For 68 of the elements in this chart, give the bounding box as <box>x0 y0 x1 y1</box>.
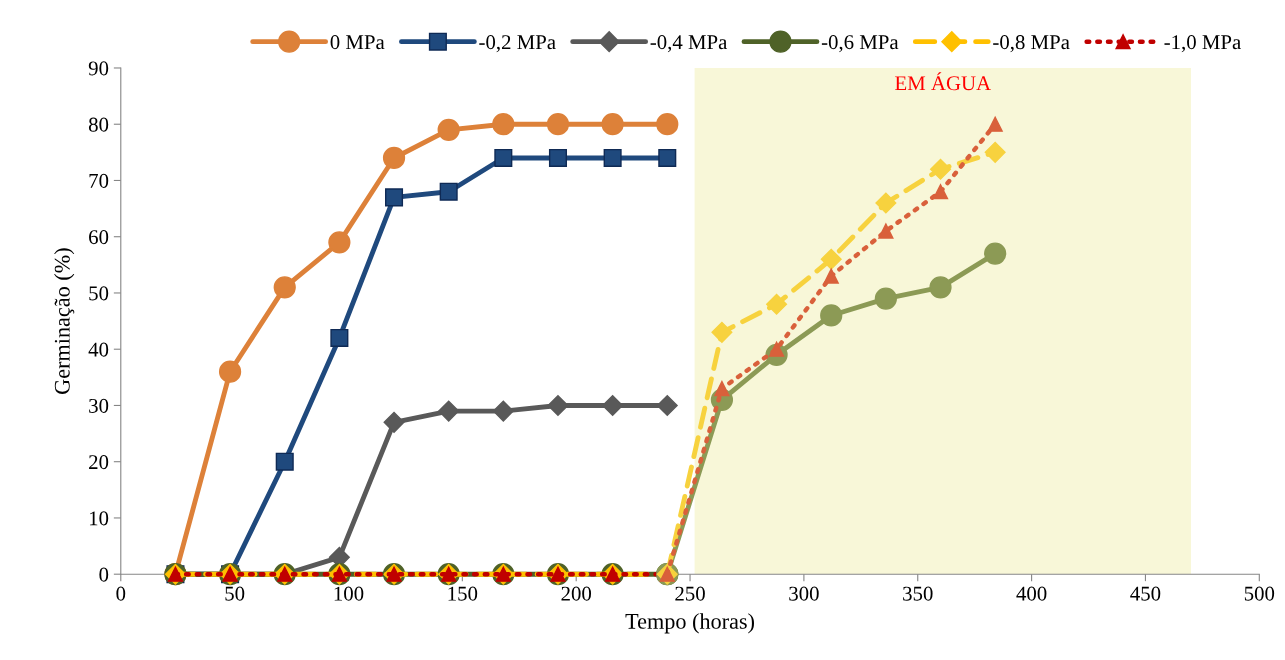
x-tick-label: 50 <box>225 586 245 601</box>
point <box>603 148 622 168</box>
point <box>930 158 952 180</box>
point <box>820 248 842 270</box>
x-axis-title: Tempo (horas) <box>625 613 755 634</box>
point <box>492 400 514 422</box>
legend-label: 0 MPa <box>330 35 385 50</box>
y-tick-label: 10 <box>89 511 109 526</box>
x-tick-label: 350 <box>903 586 933 601</box>
point <box>823 268 839 284</box>
point <box>492 113 515 136</box>
point <box>878 223 894 239</box>
y-tick-label: 80 <box>88 117 109 132</box>
legend-label: -0,4 MPa <box>650 35 728 53</box>
point <box>658 148 677 168</box>
y-tick-label: 70 <box>89 173 109 188</box>
x-tick-label: 450 <box>1130 586 1161 601</box>
point <box>382 146 406 170</box>
point <box>547 394 569 416</box>
point <box>875 192 897 214</box>
point <box>218 360 242 383</box>
point <box>602 394 624 416</box>
point <box>929 276 952 299</box>
point <box>438 400 460 422</box>
y-tick-label: 20 <box>89 455 109 470</box>
y-tick-label: 40 <box>88 342 109 357</box>
point <box>601 113 624 136</box>
point <box>494 148 513 168</box>
point <box>439 182 458 201</box>
point <box>328 231 351 254</box>
y-tick-label: 60 <box>89 230 109 245</box>
point <box>932 184 949 200</box>
x-tick-label: 200 <box>561 586 592 601</box>
y-tick-label: 30 <box>89 398 109 413</box>
point <box>711 321 733 343</box>
point <box>656 394 678 416</box>
point <box>656 113 679 136</box>
x-tick-label: 400 <box>1016 586 1047 601</box>
point <box>714 380 730 397</box>
point <box>984 141 1006 163</box>
y-axis-title: Germinação (%) <box>54 248 75 394</box>
point <box>987 116 1003 132</box>
legend-label: -0,8 MPa <box>993 35 1070 53</box>
x-tick-label: 500 <box>1244 586 1275 601</box>
x-tick-label: 100 <box>334 586 364 601</box>
point <box>385 188 404 207</box>
point <box>766 293 788 315</box>
point <box>546 113 570 136</box>
point <box>275 452 294 471</box>
point <box>383 411 405 433</box>
y-tick-label: 0 <box>99 567 109 582</box>
band-label: EM ÁGUA <box>895 72 991 91</box>
point <box>548 148 568 168</box>
y-tick-label: 50 <box>89 286 109 301</box>
point <box>820 304 843 327</box>
legend-label: -0,6 MPa <box>821 35 899 53</box>
legend-label: -1,0 MPa <box>1164 35 1241 53</box>
x-tick-label: 150 <box>448 586 478 601</box>
x-tick-label: 300 <box>789 586 819 601</box>
x-tick-label: 0 <box>116 586 126 601</box>
point <box>984 242 1007 265</box>
x-tick-label: 250 <box>675 586 705 601</box>
point <box>874 287 897 310</box>
point <box>437 118 460 141</box>
y-tick-label: 90 <box>88 61 109 76</box>
point <box>273 276 296 299</box>
legend-label: -0,2 MPa <box>479 35 556 53</box>
point <box>330 328 349 347</box>
